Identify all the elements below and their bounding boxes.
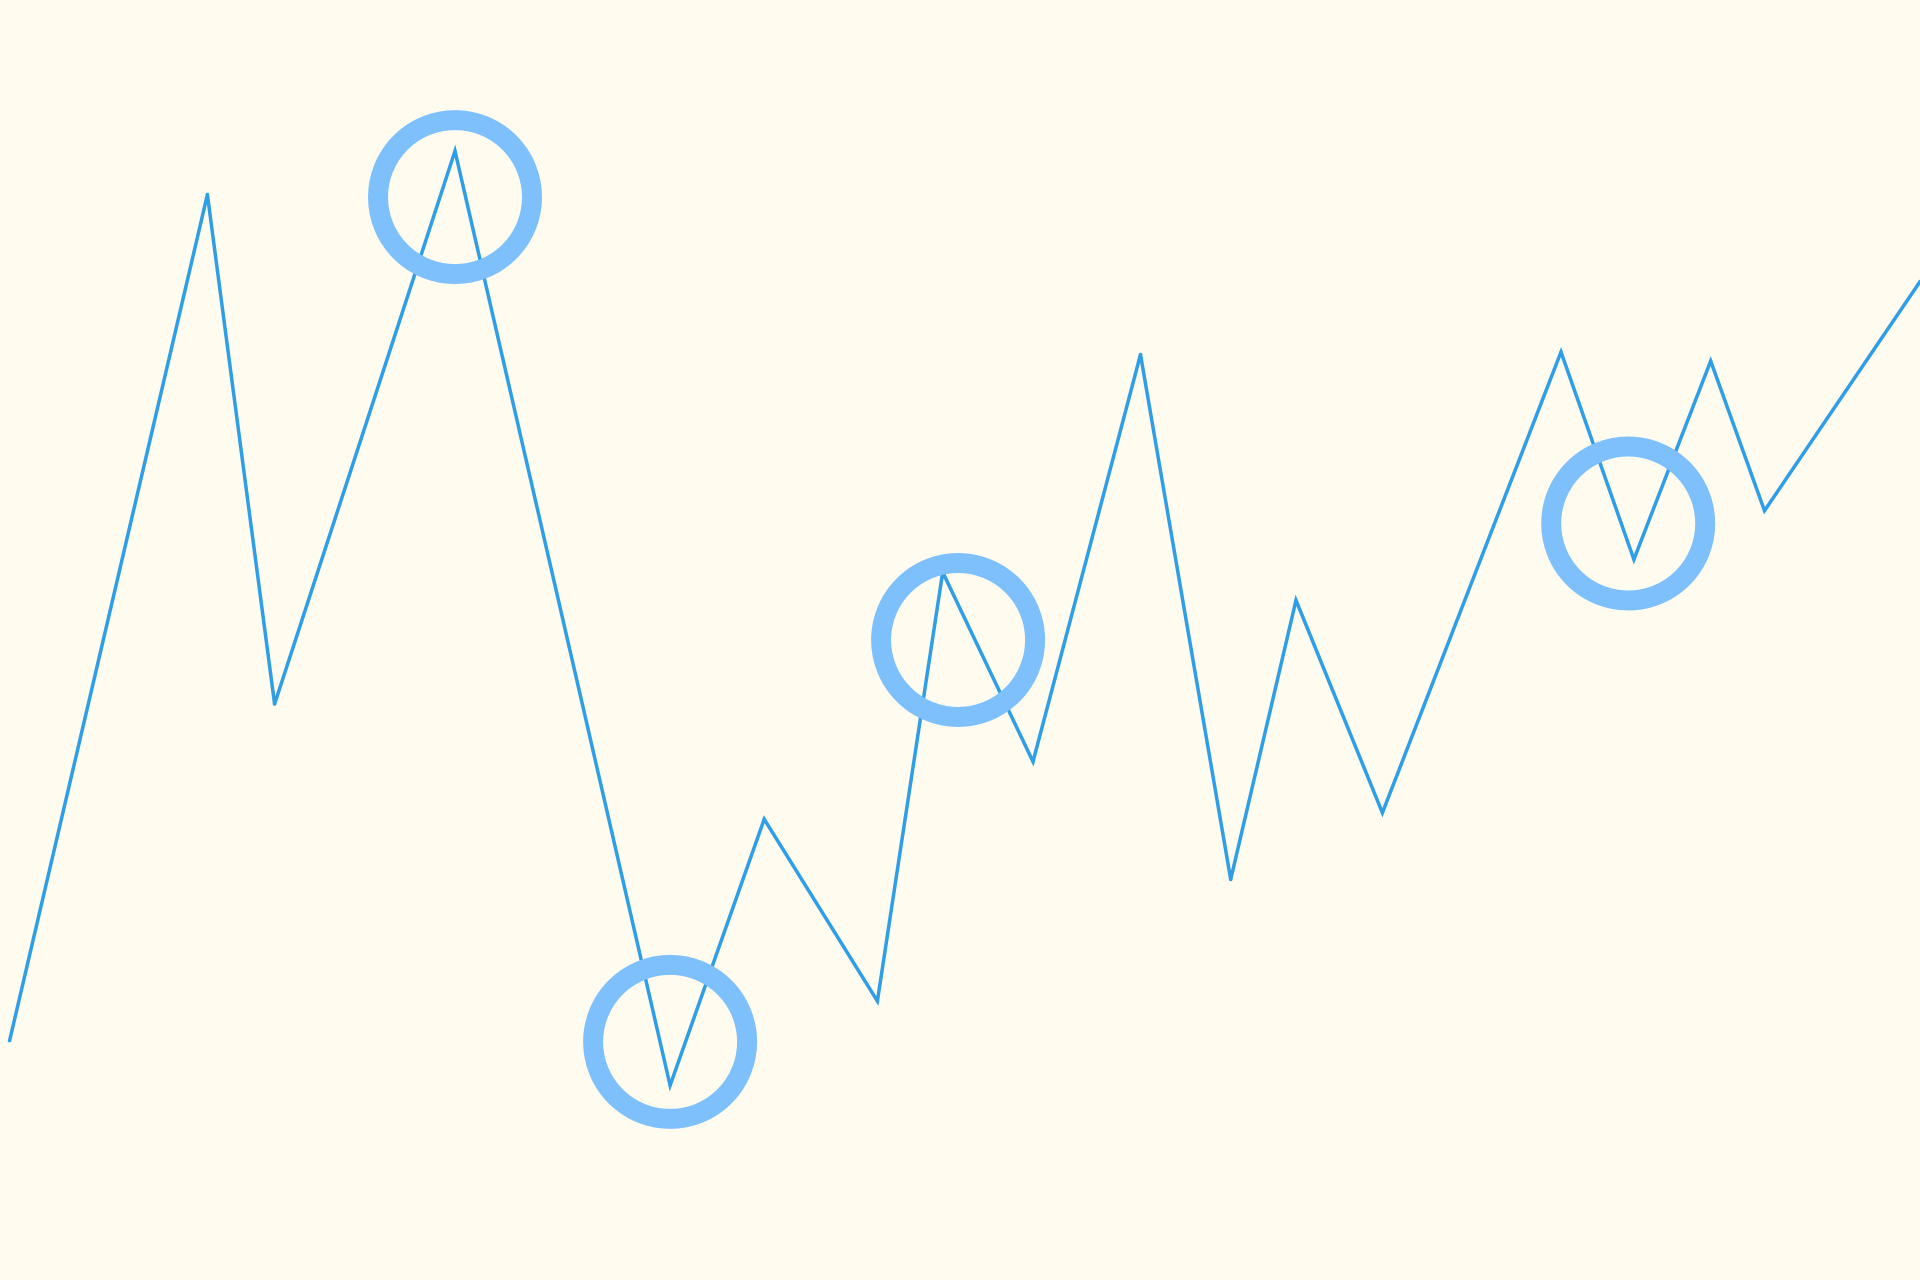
data-point-15 <box>1708 359 1713 363</box>
data-point-14 <box>1632 557 1636 562</box>
data-point-12 <box>1380 811 1385 815</box>
data-point-8 <box>1031 759 1035 764</box>
data-point-5 <box>762 817 766 821</box>
highlight-ring-2 <box>871 553 1046 727</box>
data-point-9 <box>1138 352 1143 357</box>
marker-layer <box>368 110 1716 1129</box>
highlight-ring-0 <box>368 110 542 285</box>
series-line-0 <box>7 144 1920 1092</box>
data-point-11 <box>1294 598 1298 603</box>
data-point-0 <box>7 1038 12 1043</box>
data-point-16 <box>1762 508 1767 513</box>
data-point-4 <box>668 1083 672 1088</box>
highlight-ring-3 <box>1541 436 1716 611</box>
data-point-6 <box>875 999 880 1003</box>
data-point-10 <box>1228 877 1233 882</box>
data-point-2 <box>272 702 277 706</box>
data-point-3 <box>453 149 457 153</box>
data-point-13 <box>1559 350 1563 354</box>
data-point-1 <box>205 192 210 197</box>
highlight-ring-1 <box>583 954 758 1129</box>
